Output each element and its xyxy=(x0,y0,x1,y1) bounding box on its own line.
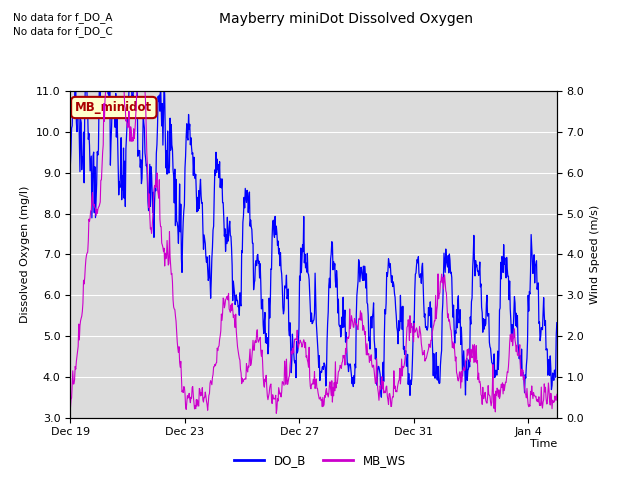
Text: No data for f_DO_C: No data for f_DO_C xyxy=(13,26,113,37)
Text: Time: Time xyxy=(529,439,557,449)
Y-axis label: Dissolved Oxygen (mg/l): Dissolved Oxygen (mg/l) xyxy=(20,186,31,323)
Text: Mayberry miniDot Dissolved Oxygen: Mayberry miniDot Dissolved Oxygen xyxy=(219,12,472,26)
Legend: DO_B, MB_WS: DO_B, MB_WS xyxy=(230,449,410,472)
Text: MB_minidot: MB_minidot xyxy=(76,101,152,114)
Y-axis label: Wind Speed (m/s): Wind Speed (m/s) xyxy=(590,205,600,304)
Text: No data for f_DO_A: No data for f_DO_A xyxy=(13,12,112,23)
